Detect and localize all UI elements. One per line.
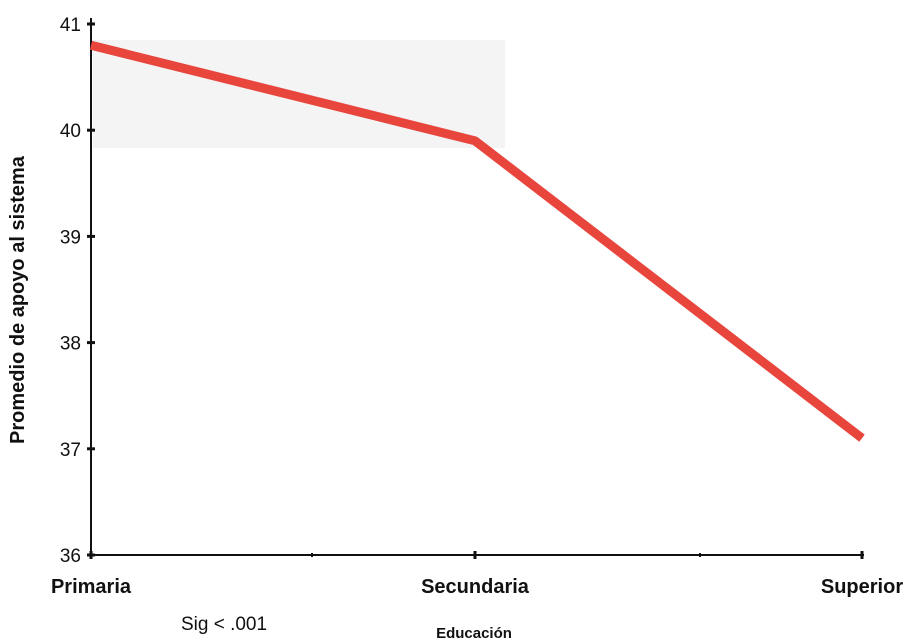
y-tick-label: 37	[60, 440, 81, 461]
x-axis-title: Educación	[436, 625, 512, 642]
y-tick-label: 38	[60, 334, 81, 355]
y-axis-title: Promedio de apoyo al sistema	[7, 155, 29, 444]
x-axis-ticks: Primaria Secundaria Superior	[51, 551, 903, 598]
y-tick-label: 39	[60, 227, 81, 248]
x-tick-label: Primaria	[51, 576, 132, 598]
significance-note: Sig < .001	[181, 614, 267, 635]
x-tick-label: Secundaria	[421, 576, 530, 598]
y-tick-label: 36	[60, 546, 81, 567]
chart-axes	[90, 18, 864, 556]
y-axis-ticks: 36 37 38 39 40 41	[60, 15, 95, 567]
series-layer	[89, 40, 865, 442]
x-tick-label: Superior	[821, 576, 903, 598]
y-tick-label: 41	[60, 15, 81, 36]
y-tick-label: 40	[60, 121, 81, 142]
